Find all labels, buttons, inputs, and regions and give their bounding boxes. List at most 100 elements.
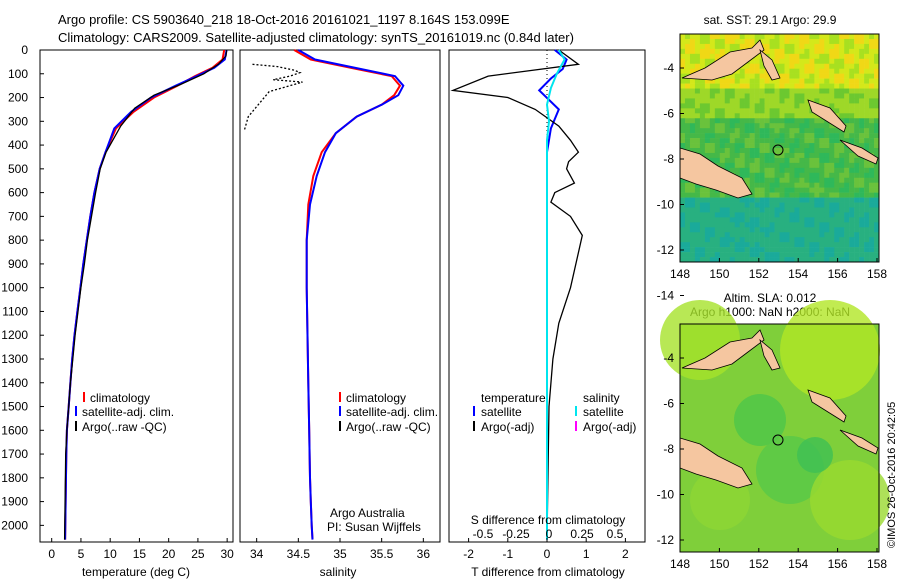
sst-cell bbox=[794, 177, 800, 183]
sst-cell bbox=[824, 58, 830, 65]
sst-cell bbox=[749, 138, 755, 144]
sst-cell bbox=[734, 207, 740, 213]
sst-cell bbox=[729, 202, 736, 208]
sst-cell bbox=[704, 252, 711, 258]
sst-cell bbox=[809, 78, 815, 84]
sst-cell bbox=[819, 257, 825, 263]
sst-cell bbox=[864, 98, 870, 104]
ytick-label-7: 700 bbox=[8, 209, 28, 223]
legend-t-argo-label: Argo(-adj) bbox=[481, 420, 534, 434]
sst-new-ireland bbox=[759, 48, 781, 81]
sst-cell bbox=[694, 197, 701, 203]
sst-cell bbox=[744, 148, 750, 154]
sst-cell bbox=[839, 143, 845, 149]
sst-cell bbox=[774, 118, 780, 124]
sst-cell bbox=[729, 257, 736, 263]
sst-cell bbox=[774, 212, 780, 218]
sst-cell bbox=[739, 152, 745, 159]
sst-cell bbox=[709, 78, 716, 84]
sst-cell bbox=[759, 232, 765, 238]
sst-cell bbox=[874, 58, 880, 65]
sst-cell bbox=[769, 247, 775, 253]
sst-cell bbox=[714, 252, 721, 258]
sst-cell bbox=[774, 34, 780, 40]
sst-cell bbox=[809, 237, 815, 243]
sst-cell bbox=[724, 162, 731, 169]
sst-cell bbox=[834, 167, 840, 174]
sst-cell bbox=[764, 162, 770, 169]
sst-new-britain bbox=[681, 39, 765, 81]
sst-cell bbox=[699, 217, 706, 223]
s-tick-label-4: 0.5 bbox=[607, 527, 624, 541]
sst-cell bbox=[759, 157, 765, 164]
sst-cell bbox=[804, 247, 810, 253]
sst-cell bbox=[749, 148, 755, 154]
sst-cell bbox=[779, 217, 785, 223]
sst-cell bbox=[779, 128, 785, 134]
sst-cell bbox=[869, 247, 875, 253]
sla-ticks-yl-1: -6 bbox=[663, 397, 674, 411]
sst-cell bbox=[759, 128, 765, 134]
sst-cell bbox=[824, 222, 830, 228]
sst-cell bbox=[844, 108, 850, 114]
sst-cell bbox=[779, 53, 785, 60]
sst-cell bbox=[754, 167, 760, 174]
sst-cell bbox=[839, 237, 845, 243]
legend-s-argo-label: Argo(-adj) bbox=[583, 420, 636, 434]
sst-cell bbox=[849, 123, 855, 129]
sst-cell bbox=[824, 172, 830, 179]
sst-cell bbox=[699, 202, 706, 208]
footer-stamp: ©IMOS 26-Oct-2016 20:42:05 bbox=[886, 402, 898, 548]
sst-cell bbox=[809, 133, 815, 139]
sst-cell bbox=[749, 58, 755, 65]
sst-cell bbox=[819, 83, 825, 89]
sst-cell bbox=[744, 103, 750, 109]
sst-cell bbox=[704, 78, 711, 84]
sst-cell bbox=[844, 34, 850, 40]
sst-cell bbox=[719, 237, 726, 243]
sst-cell bbox=[724, 78, 731, 84]
sst-cell bbox=[754, 222, 760, 228]
sst-cell bbox=[709, 128, 716, 134]
sst-cell bbox=[864, 128, 870, 134]
sst-ticks-xl-2: 152 bbox=[749, 267, 769, 281]
sst-cell bbox=[680, 217, 686, 223]
sst-cell bbox=[764, 93, 770, 99]
sst-cell bbox=[809, 63, 815, 69]
sst-cell bbox=[844, 217, 850, 223]
sst-cell bbox=[759, 133, 765, 139]
sst-cell bbox=[769, 177, 775, 183]
sst-cell bbox=[819, 68, 825, 74]
sst-cell bbox=[684, 38, 691, 45]
sst-cell bbox=[699, 34, 706, 40]
sst-cell bbox=[844, 83, 850, 89]
sst-cell bbox=[754, 187, 760, 193]
sst-cell bbox=[699, 257, 706, 263]
sst-cell bbox=[819, 148, 825, 154]
sst-cell bbox=[869, 73, 875, 79]
sst-cell bbox=[734, 68, 740, 74]
sst-cell bbox=[749, 172, 755, 179]
sst-cell bbox=[869, 88, 875, 94]
sst-cell bbox=[819, 58, 825, 65]
sst-cell bbox=[769, 93, 775, 99]
sst-cell bbox=[784, 53, 790, 60]
sst-cell bbox=[694, 113, 701, 119]
sst-cell bbox=[824, 73, 830, 79]
sst-cell bbox=[689, 182, 696, 188]
sst-cell bbox=[714, 222, 721, 228]
sst-cell bbox=[680, 252, 686, 258]
sst-cell bbox=[784, 38, 790, 45]
sst-cell bbox=[839, 93, 845, 99]
sst-cell bbox=[814, 222, 820, 228]
sst-cell bbox=[849, 242, 855, 248]
sst-cell bbox=[784, 157, 790, 164]
sst-cell bbox=[769, 187, 775, 193]
sst-cell bbox=[724, 108, 731, 114]
sst-cell bbox=[799, 232, 805, 238]
sst-cell bbox=[719, 143, 726, 149]
sst-cell bbox=[724, 202, 731, 208]
legend-climatology-label: climatology bbox=[90, 391, 150, 405]
sst-cell bbox=[779, 48, 785, 55]
s-tick-label-3: 0.25 bbox=[570, 527, 594, 541]
